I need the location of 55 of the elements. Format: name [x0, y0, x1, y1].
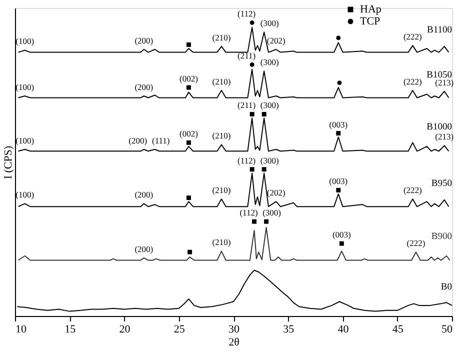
annotation: (300)	[262, 208, 282, 218]
annotation: (200)	[128, 135, 148, 146]
annotation: (211)	[238, 50, 256, 61]
annotation: (112)	[238, 8, 256, 19]
annotation: (002)	[179, 128, 198, 139]
annotation: (111)	[152, 135, 170, 146]
x-tick-label: 50	[442, 324, 453, 336]
annotation: (222)	[406, 238, 426, 248]
annotation: (200)	[134, 244, 154, 254]
annotation: (100)	[16, 135, 34, 146]
annotation: (100)	[16, 190, 34, 200]
annotation: (112)	[240, 208, 258, 218]
x-tick-label: 40	[338, 324, 350, 336]
annotation: (210)	[212, 130, 231, 141]
annotation: (210)	[212, 32, 231, 42]
x-tick-label: 15	[64, 324, 76, 336]
series-label: B1100	[427, 26, 452, 36]
x-tick-label: 30	[228, 324, 240, 336]
annotation: (100)	[16, 82, 34, 92]
annotation: (003)	[332, 230, 352, 240]
annotation: (211)	[238, 100, 256, 110]
series-label: B1000	[426, 122, 452, 133]
annotation: (003)	[329, 119, 348, 130]
annotation: (222)	[403, 32, 422, 42]
annotation: (100)	[16, 36, 34, 46]
x-axis-title: 2θ	[228, 336, 240, 348]
annotation: (112)	[238, 155, 256, 166]
annotation: (300)	[260, 57, 279, 68]
x-tick-label: 45	[392, 324, 404, 336]
annotation: (200)	[134, 190, 154, 200]
annotation: (213)	[435, 132, 454, 142]
series-label: B900	[431, 232, 452, 242]
x-tick-label: 35	[283, 324, 295, 336]
annotation: (200)	[134, 35, 154, 46]
annotation: (202)	[266, 35, 286, 46]
x-tick-label: 20	[119, 324, 131, 336]
x-tick-label: 10	[16, 324, 27, 336]
annotation: (003)	[329, 176, 348, 186]
series-label: B950	[431, 178, 452, 189]
annotation: (210)	[212, 184, 231, 195]
annotation: (222)	[403, 76, 422, 86]
annotation: (210)	[212, 76, 231, 86]
x-tick-label: 25	[174, 324, 186, 336]
annotation: (300)	[260, 155, 279, 166]
annotation: (202)	[266, 188, 286, 198]
annotation: (200)	[134, 82, 154, 92]
legend-label: TCP	[360, 16, 380, 28]
annotation: (210)	[212, 237, 231, 248]
legend-label: HAp	[360, 4, 382, 16]
annotation: (002)	[179, 73, 198, 84]
series-label: B0	[440, 282, 452, 293]
annotation: (300)	[260, 100, 279, 110]
y-axis-title: I (CPS)	[2, 146, 14, 180]
annotation: (300)	[260, 18, 279, 28]
annotation: (222)	[403, 184, 422, 195]
